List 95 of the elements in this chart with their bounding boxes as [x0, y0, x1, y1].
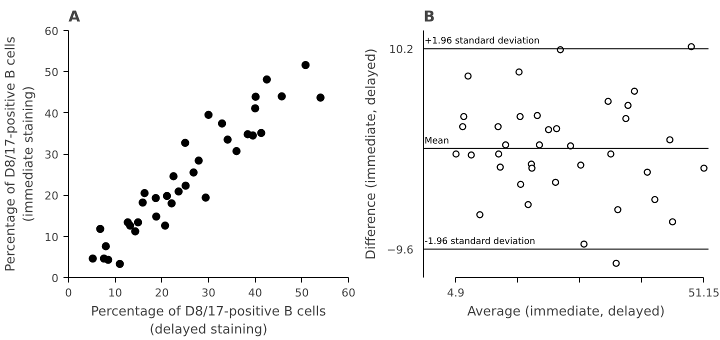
point: [624, 102, 632, 110]
point: [494, 123, 502, 130]
point: [607, 150, 614, 158]
x-tick-label: 0: [65, 286, 72, 300]
point: [189, 168, 198, 177]
y-axis-title: Percentage of D8/17-positive B cells (immediate staining): [4, 36, 37, 272]
point: [204, 110, 213, 119]
y-tick-label: 10: [44, 230, 59, 244]
chart-title: B: [424, 8, 435, 26]
point: [96, 224, 104, 234]
point: [614, 206, 622, 214]
point: [152, 212, 160, 221]
point: [544, 126, 552, 134]
point: [126, 222, 134, 230]
point: [534, 112, 541, 120]
point: [496, 164, 504, 171]
x-tick-label: 50: [294, 286, 309, 300]
point: [452, 150, 460, 158]
point: [464, 72, 472, 80]
ref-line-label: -1.96 standard deviation: [424, 237, 536, 248]
point: [502, 141, 510, 148]
point: [580, 240, 588, 248]
point: [517, 180, 524, 188]
point: [174, 187, 183, 196]
point: [138, 198, 147, 207]
point: [169, 172, 178, 180]
point: [218, 119, 226, 128]
ref-line-label: Mean: [424, 136, 450, 146]
point: [604, 98, 612, 105]
point: [88, 254, 97, 263]
point: [553, 125, 560, 132]
point: [577, 162, 584, 169]
x-tick-label: 20: [154, 286, 169, 300]
point: [134, 218, 142, 226]
y-axis-title: Difference (immediate, delayed): [364, 48, 379, 260]
point: [495, 150, 502, 158]
point: [460, 112, 468, 120]
point: [630, 88, 638, 95]
point: [248, 131, 257, 140]
point: [459, 123, 466, 130]
point: [476, 211, 484, 218]
y-tick-label: −9.6: [386, 244, 414, 257]
point: [131, 227, 140, 236]
x-tick-label: 60: [342, 286, 356, 300]
point: [622, 114, 630, 122]
chart-title: A: [68, 8, 80, 26]
point: [278, 92, 286, 100]
point: [651, 196, 658, 204]
point: [140, 189, 149, 198]
x-axis-title: Average (immediate, delayed): [467, 304, 665, 320]
point: [700, 164, 708, 172]
point: [644, 168, 651, 176]
point: [251, 104, 260, 112]
x-axis-title: Percentage of D8/17-positive B cells (delayed staining): [90, 304, 326, 338]
point: [301, 60, 310, 70]
point: [232, 147, 241, 156]
point: [104, 256, 112, 264]
point: [194, 156, 203, 165]
point: [666, 136, 674, 144]
point: [528, 164, 536, 172]
point: [552, 178, 560, 186]
point: [116, 260, 124, 268]
x-tick-label: 10: [108, 286, 122, 300]
y-tick-label: 40: [44, 107, 59, 120]
point: [161, 222, 170, 230]
point: [162, 192, 172, 200]
y-tick-label: 60: [44, 25, 59, 38]
y-tick-label: 10.2: [389, 43, 414, 56]
point: [224, 136, 232, 144]
y-tick-label: 30: [44, 148, 59, 162]
point: [668, 218, 676, 226]
y-tick-label: 0: [52, 272, 58, 285]
ref-line-label: +1.96 standard deviation: [424, 36, 540, 47]
point: [202, 194, 210, 202]
point: [536, 141, 544, 148]
point: [257, 128, 266, 138]
point: [252, 92, 260, 101]
point: [316, 94, 325, 102]
point: [516, 112, 524, 120]
point: [182, 182, 190, 190]
point: [181, 138, 190, 147]
point: [262, 75, 271, 84]
y-tick-label: 50: [44, 66, 59, 80]
point: [168, 199, 176, 208]
point: [468, 151, 475, 159]
point: [152, 194, 160, 202]
x-tick-label: 51.15: [688, 286, 720, 300]
point: [515, 68, 523, 76]
y-tick-label: 20: [44, 190, 59, 203]
x-tick-label: 4.9: [446, 286, 464, 300]
point: [612, 260, 620, 267]
point: [524, 201, 532, 208]
point: [102, 242, 110, 250]
x-tick-label: 40: [248, 286, 262, 300]
x-tick-label: 30: [202, 286, 216, 300]
